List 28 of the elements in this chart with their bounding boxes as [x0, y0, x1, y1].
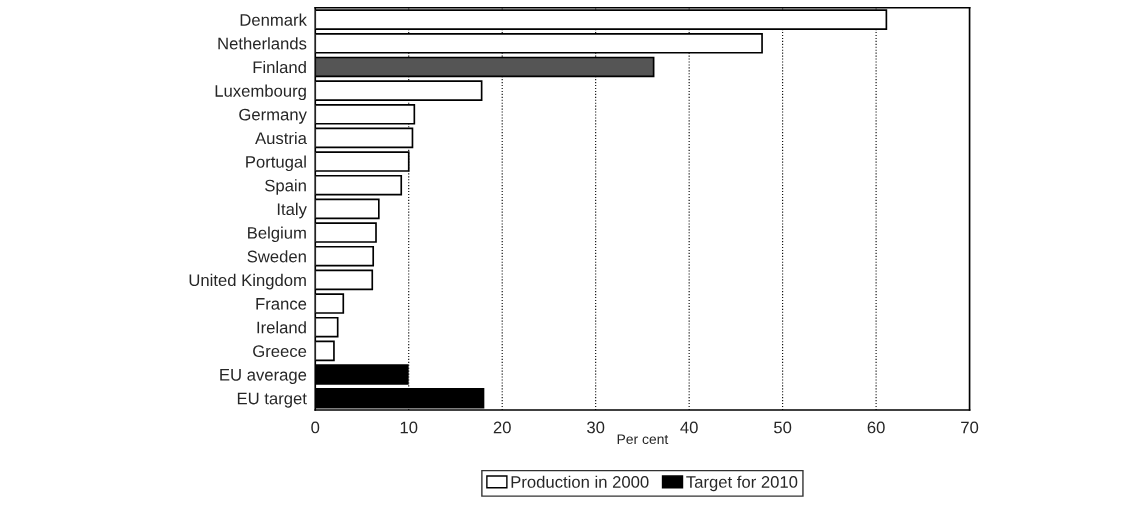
y-tick-label: Germany — [239, 108, 307, 124]
y-tick-label: Finland — [253, 60, 306, 74]
x-tick-label: 70 — [961, 421, 979, 434]
y-tick-label: Belgium — [248, 226, 306, 243]
x-axis-title: Per cent — [617, 434, 669, 445]
x-tick-label: 30 — [587, 421, 605, 434]
y-tick-label: EU average — [220, 369, 307, 385]
y-tick-label: Austria — [255, 131, 307, 145]
y-tick-label: United Kingdom — [189, 273, 306, 290]
x-tick-label: 10 — [400, 421, 418, 434]
legend-label: Production in 2000 — [511, 475, 649, 488]
x-tick-label: 40 — [680, 421, 698, 434]
y-tick-label: EU target — [237, 392, 307, 408]
x-tick-label: 60 — [867, 421, 885, 434]
y-tick-label: Portugal — [246, 155, 306, 172]
legend-label: Target for 2010 — [686, 475, 798, 492]
y-tick-label: Sweden — [247, 250, 306, 263]
y-tick-label: Italy — [277, 202, 307, 219]
y-tick-label: Ireland — [257, 321, 306, 334]
y-tick-label: Denmark — [240, 13, 307, 26]
y-tick-label: France — [256, 298, 307, 310]
y-tick-label: Spain — [265, 179, 306, 195]
x-tick-label: 20 — [493, 421, 511, 434]
y-tick-label: Netherlands — [218, 37, 307, 50]
x-tick-label: 50 — [774, 421, 792, 434]
y-tick-label: Greece — [253, 345, 307, 358]
y-tick-label: Luxembourg — [215, 84, 306, 101]
x-tick-label: 0 — [311, 421, 320, 434]
